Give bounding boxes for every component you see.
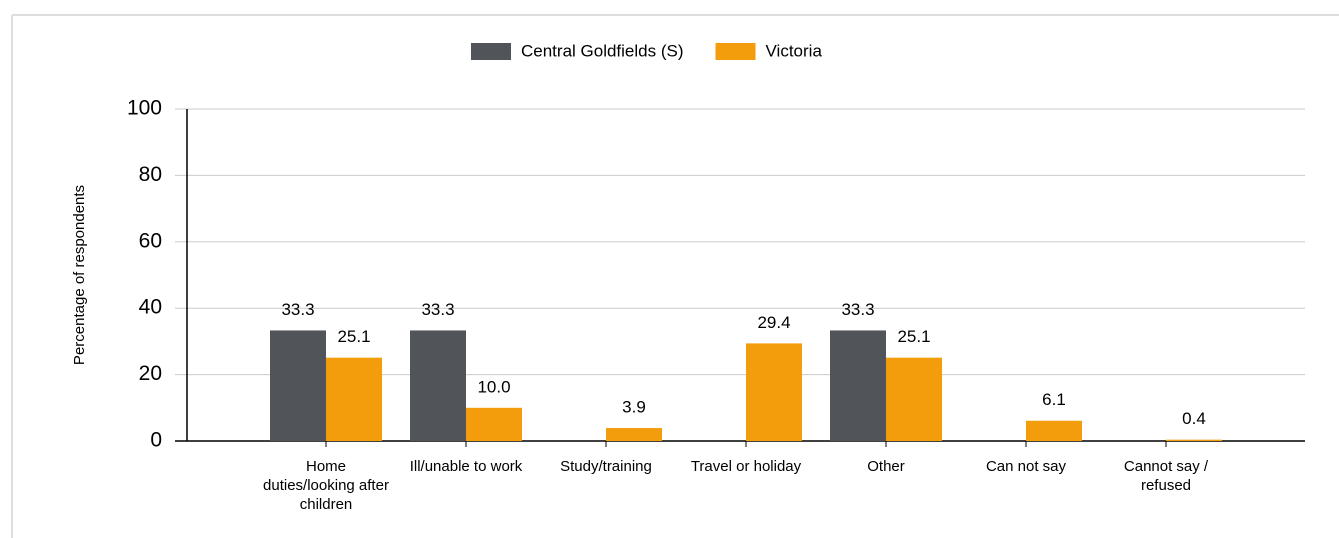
bar <box>746 343 802 441</box>
x-tick-label: Home duties/looking after children <box>263 458 389 513</box>
bar <box>830 330 886 441</box>
bar <box>1026 420 1082 441</box>
bar <box>466 407 522 441</box>
data-label: 33.3 <box>421 300 454 319</box>
x-tick-label: Ill/unable to work <box>409 458 523 475</box>
data-label: 29.4 <box>757 313 790 332</box>
legend-label: Central Goldfields (S) <box>521 41 684 60</box>
y-tick-label: 20 <box>139 362 162 385</box>
bar <box>886 357 942 441</box>
legend-swatch <box>471 43 511 60</box>
legend-label: Victoria <box>766 41 823 60</box>
data-label: 10.0 <box>477 377 510 396</box>
y-tick-label: 40 <box>139 296 162 319</box>
data-label: 25.1 <box>337 327 370 346</box>
data-label: 3.9 <box>622 398 646 417</box>
x-tick-label: Can not say <box>985 458 1067 475</box>
data-label: 6.1 <box>1042 390 1066 409</box>
bar <box>270 330 326 441</box>
y-tick-label: 100 <box>127 97 162 120</box>
legend-swatch <box>715 43 756 60</box>
y-axis-title: Percentage of respondents <box>71 185 88 365</box>
data-label: 0.4 <box>1182 409 1206 428</box>
x-tick-label: Study/training <box>560 458 652 475</box>
y-tick-label: 0 <box>150 429 162 452</box>
bar <box>606 428 662 441</box>
bar <box>326 357 382 441</box>
x-tick-label: Travel or holiday <box>690 458 802 475</box>
bar <box>1166 439 1222 441</box>
data-label: 33.3 <box>841 300 874 319</box>
x-tick-label: Cannot say / refused <box>1123 458 1209 494</box>
y-tick-label: 60 <box>139 229 162 252</box>
data-label: 33.3 <box>281 300 314 319</box>
bar <box>410 330 466 441</box>
data-label: 25.1 <box>897 327 930 346</box>
x-tick-label: Other <box>867 458 905 475</box>
y-tick-label: 80 <box>139 163 162 186</box>
